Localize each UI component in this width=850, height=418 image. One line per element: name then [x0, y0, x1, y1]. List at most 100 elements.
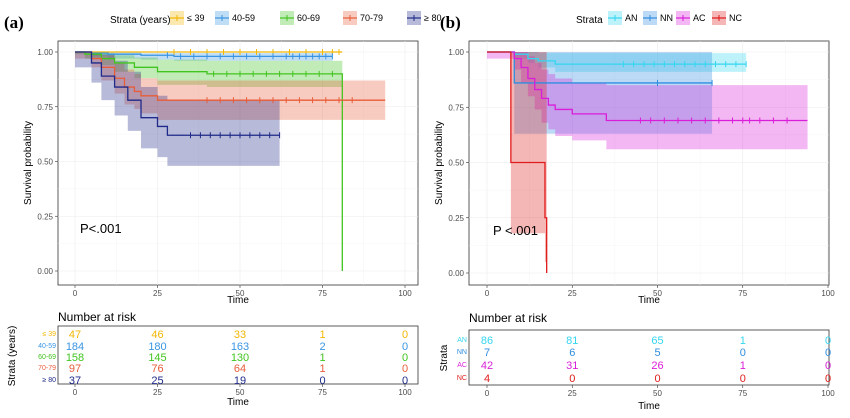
x-tick-label: 100: [398, 289, 412, 298]
risk-row-label: 70-79: [38, 365, 56, 372]
x-tick-label: 25: [568, 289, 577, 298]
risk-x-tick-label: 25: [153, 388, 162, 397]
x-tick-label: 75: [318, 289, 327, 298]
risk-count: 184: [66, 341, 84, 353]
risk-count: 64: [234, 363, 246, 375]
survival-lines-a: [75, 49, 386, 271]
risk-row-label: NC: [457, 375, 467, 382]
risk-x-tick-label: 75: [738, 389, 747, 398]
y-axis-title-b: Survival probability: [434, 121, 445, 205]
legend-title-b: Strata: [576, 15, 603, 26]
risk-count: 25: [151, 375, 163, 387]
risk-count: 0: [825, 360, 831, 372]
risk-rows-a: ≤ 39 47 46 33 1 040-59 184 180 163 2 060-69 158 145 1…: [38, 329, 412, 397]
x-tick-label: 75: [738, 289, 747, 298]
ci-band-70-79: [75, 52, 386, 120]
risk-count: 97: [69, 363, 81, 375]
y-tick-label: 0.50: [37, 158, 53, 167]
risk-count: 7: [484, 347, 490, 359]
risk-count: 42: [481, 360, 493, 372]
risk-count: 81: [566, 335, 578, 347]
x-tick-label: 50: [236, 289, 245, 298]
risk-count: 4: [484, 373, 490, 385]
risk-count: 1: [319, 352, 325, 364]
risk-count: 86: [481, 335, 493, 347]
risk-count: 0: [740, 347, 746, 359]
survival-curve-70-79: [75, 51, 386, 101]
risk-count: 130: [231, 352, 249, 364]
survival-curve-≥ 80: [75, 51, 280, 136]
risk-count: 19: [234, 375, 246, 387]
risk-table-a: [57, 325, 419, 385]
survival-curve-60-69: [75, 51, 343, 271]
y-axis-title-a: Survival probability: [23, 121, 34, 205]
x-axis-title-b: Time: [638, 295, 660, 306]
axes-a: 0 25 50 75 100 0.00 0.25 0.50 0.75 1.00: [37, 48, 412, 298]
risk-count: 0: [402, 363, 408, 375]
legend-label: AN: [625, 13, 638, 23]
risk-count: 31: [566, 360, 578, 372]
risk-count: 0: [402, 375, 408, 387]
axes-b: 0 25 50 75 100 0.00 0.25 0.50 0.75 1.00: [448, 48, 835, 298]
risk-count: 158: [66, 352, 84, 364]
ci-band-NN: [487, 52, 713, 134]
risk-x-tick-label: 75: [318, 388, 327, 397]
risk-count: 0: [569, 373, 575, 385]
risk-count: 26: [651, 360, 663, 372]
survival-lines-b: [487, 51, 808, 273]
risk-x-tick-label: 100: [398, 388, 412, 397]
grid-b: [469, 41, 829, 285]
risk-row-label: NN: [457, 349, 467, 356]
panel-a-label: (a): [4, 13, 24, 32]
risk-count: 0: [740, 373, 746, 385]
y-tick-label: 0.75: [37, 103, 53, 112]
risk-count: 1: [740, 335, 746, 347]
risk-y-title-a: Strata (years): [7, 326, 18, 387]
legend-label: 60-69: [297, 13, 320, 23]
risk-count: 33: [234, 329, 246, 341]
risk-count: 163: [231, 341, 249, 353]
risk-count: 0: [825, 335, 831, 347]
risk-row-label: AC: [457, 362, 467, 369]
risk-row-label: 60-69: [38, 354, 56, 361]
ci-band-AC: [487, 52, 808, 150]
legend-label: ≤ 39: [187, 13, 204, 23]
x-tick-label: 0: [485, 289, 490, 298]
risk-row-label: ≥ 80: [42, 377, 56, 384]
legend-b: AN NN AC NC: [608, 11, 742, 25]
survival-curve-NC: [487, 51, 548, 273]
risk-count: 0: [654, 373, 660, 385]
survival-curve-AC: [487, 51, 808, 122]
risk-count: 6: [569, 347, 575, 359]
risk-x-title-a: Time: [227, 397, 249, 408]
y-tick-label: 0.00: [37, 267, 53, 276]
x-tick-label: 100: [821, 289, 835, 298]
p-value-b: P <.001: [493, 223, 538, 238]
risk-x-tick-label: 50: [653, 389, 662, 398]
risk-x-tick-label: 0: [73, 388, 78, 397]
panel-b-label: (b): [440, 13, 461, 32]
legend-a: ≤ 39 40-59 60-69 70-79 ≥ 80: [170, 11, 441, 25]
x-tick-label: 0: [73, 289, 78, 298]
y-tick-label: 0.00: [448, 269, 464, 278]
legend-title-a: Strata (years): [110, 15, 171, 26]
risk-rows-b: AN 86 81 65 1 0NN 7 6 5 0 0AC 42 31 26 1 0NC 4 0 0 0 00 25 50 7…: [457, 335, 835, 398]
risk-title-a: Number at risk: [58, 310, 137, 324]
risk-x-tick-label: 100: [821, 389, 835, 398]
y-tick-label: 0.75: [448, 103, 464, 112]
x-tick-label: 50: [653, 289, 662, 298]
risk-count: 46: [151, 329, 163, 341]
risk-count: 0: [402, 341, 408, 353]
ci-band-60-69: [75, 52, 343, 88]
risk-count: 0: [825, 347, 831, 359]
legend-label: NN: [660, 13, 673, 23]
risk-count: 1: [319, 329, 325, 341]
risk-table-b: [468, 329, 830, 386]
risk-row-label: AN: [457, 337, 467, 344]
y-tick-label: 0.25: [37, 212, 53, 221]
legend-label: 70-79: [360, 13, 383, 23]
legend-label: ≥ 80: [424, 13, 441, 23]
risk-count: 1: [740, 360, 746, 372]
x-tick-label: 25: [153, 289, 162, 298]
